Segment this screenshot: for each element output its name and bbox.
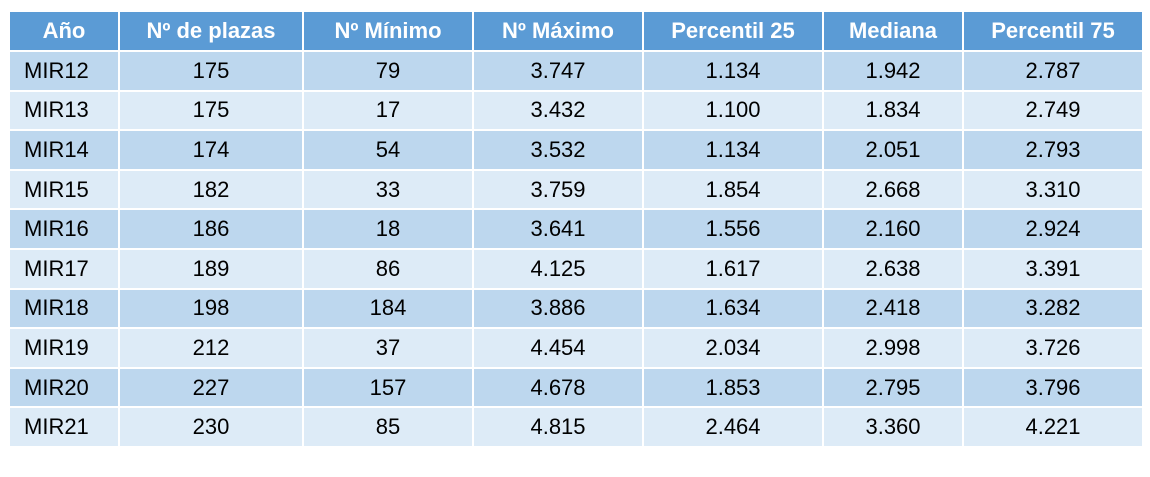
table-cell: 3.532 xyxy=(472,129,644,171)
table-cell: 4.125 xyxy=(472,247,644,290)
table-body: MIR12 175 79 3.747 1.134 1.942 2.787 MIR13 175 17… xyxy=(8,50,1144,448)
header-cell: Nº Mínimo xyxy=(302,10,474,52)
table-row: MIR21 230 85 4.815 2.464 3.360 4.221 xyxy=(8,406,1144,448)
table-cell: 227 xyxy=(118,366,304,409)
row-label: MIR19 xyxy=(8,327,120,369)
table-cell: 1.634 xyxy=(642,287,824,330)
table-cell: 3.886 xyxy=(472,287,644,330)
table-cell: 4.454 xyxy=(472,327,644,369)
table-cell: 175 xyxy=(118,89,304,132)
table-cell: 1.617 xyxy=(642,247,824,290)
table-cell: 184 xyxy=(302,287,474,330)
table-cell: 2.464 xyxy=(642,406,824,448)
row-label: MIR13 xyxy=(8,89,120,132)
table-cell: 1.556 xyxy=(642,208,824,250)
table-cell: 85 xyxy=(302,406,474,448)
table-row: MIR13 175 17 3.432 1.100 1.834 2.749 xyxy=(8,89,1144,132)
table-cell: 182 xyxy=(118,168,304,211)
row-label: MIR12 xyxy=(8,50,120,92)
table-cell: 2.418 xyxy=(822,287,964,330)
table-cell: 1.854 xyxy=(642,168,824,211)
table-cell: 1.853 xyxy=(642,366,824,409)
table-row: MIR12 175 79 3.747 1.134 1.942 2.787 xyxy=(8,50,1144,92)
row-label: MIR20 xyxy=(8,366,120,409)
row-label: MIR18 xyxy=(8,287,120,330)
table-cell: 2.924 xyxy=(962,208,1144,250)
table-cell: 2.795 xyxy=(822,366,964,409)
table-cell: 4.221 xyxy=(962,406,1144,448)
table-row: MIR20 227 157 4.678 1.853 2.795 3.796 xyxy=(8,366,1144,409)
header-row: Año Nº de plazas Nº Mínimo Nº Máximo Percent… xyxy=(8,10,1144,52)
table-cell: 79 xyxy=(302,50,474,92)
table-cell: 2.998 xyxy=(822,327,964,369)
header-cell: Año xyxy=(8,10,120,52)
table-cell: 198 xyxy=(118,287,304,330)
table-cell: 2.668 xyxy=(822,168,964,211)
table-cell: 2.160 xyxy=(822,208,964,250)
table-cell: 3.432 xyxy=(472,89,644,132)
table-cell: 174 xyxy=(118,129,304,171)
table-cell: 3.360 xyxy=(822,406,964,448)
table-cell: 2.749 xyxy=(962,89,1144,132)
table-cell: 2.793 xyxy=(962,129,1144,171)
table-cell: 18 xyxy=(302,208,474,250)
table-cell: 33 xyxy=(302,168,474,211)
table-row: MIR16 186 18 3.641 1.556 2.160 2.924 xyxy=(8,208,1144,250)
table-cell: 212 xyxy=(118,327,304,369)
table-row: MIR19 212 37 4.454 2.034 2.998 3.726 xyxy=(8,327,1144,369)
table-cell: 230 xyxy=(118,406,304,448)
table-cell: 54 xyxy=(302,129,474,171)
table-cell: 186 xyxy=(118,208,304,250)
header-cell: Mediana xyxy=(822,10,964,52)
table-cell: 1.134 xyxy=(642,129,824,171)
table-cell: 2.787 xyxy=(962,50,1144,92)
row-label: MIR21 xyxy=(8,406,120,448)
table-cell: 3.391 xyxy=(962,247,1144,290)
table-cell: 3.726 xyxy=(962,327,1144,369)
table-cell: 4.678 xyxy=(472,366,644,409)
table-cell: 157 xyxy=(302,366,474,409)
header-cell: Nº Máximo xyxy=(472,10,644,52)
table-cell: 2.638 xyxy=(822,247,964,290)
table-cell: 2.051 xyxy=(822,129,964,171)
table-cell: 1.100 xyxy=(642,89,824,132)
data-table: Año Nº de plazas Nº Mínimo Nº Máximo Percent… xyxy=(8,10,1144,448)
row-label: MIR16 xyxy=(8,208,120,250)
table-row: MIR14 174 54 3.532 1.134 2.051 2.793 xyxy=(8,129,1144,171)
table-cell: 175 xyxy=(118,50,304,92)
table-cell: 1.834 xyxy=(822,89,964,132)
table-cell: 86 xyxy=(302,247,474,290)
table-cell: 3.641 xyxy=(472,208,644,250)
table-cell: 189 xyxy=(118,247,304,290)
table-cell: 1.942 xyxy=(822,50,964,92)
table-cell: 3.310 xyxy=(962,168,1144,211)
header-cell: Nº de plazas xyxy=(118,10,304,52)
table-cell: 3.796 xyxy=(962,366,1144,409)
table-row: MIR18 198 184 3.886 1.634 2.418 3.282 xyxy=(8,287,1144,330)
row-label: MIR14 xyxy=(8,129,120,171)
table-row: MIR17 189 86 4.125 1.617 2.638 3.391 xyxy=(8,247,1144,290)
row-label: MIR17 xyxy=(8,247,120,290)
table-cell: 3.282 xyxy=(962,287,1144,330)
table-cell: 4.815 xyxy=(472,406,644,448)
row-label: MIR15 xyxy=(8,168,120,211)
table-cell: 1.134 xyxy=(642,50,824,92)
table-cell: 2.034 xyxy=(642,327,824,369)
header-cell: Percentil 75 xyxy=(962,10,1144,52)
table-cell: 3.747 xyxy=(472,50,644,92)
table-cell: 37 xyxy=(302,327,474,369)
table-row: MIR15 182 33 3.759 1.854 2.668 3.310 xyxy=(8,168,1144,211)
header-cell: Percentil 25 xyxy=(642,10,824,52)
table-cell: 17 xyxy=(302,89,474,132)
table-cell: 3.759 xyxy=(472,168,644,211)
